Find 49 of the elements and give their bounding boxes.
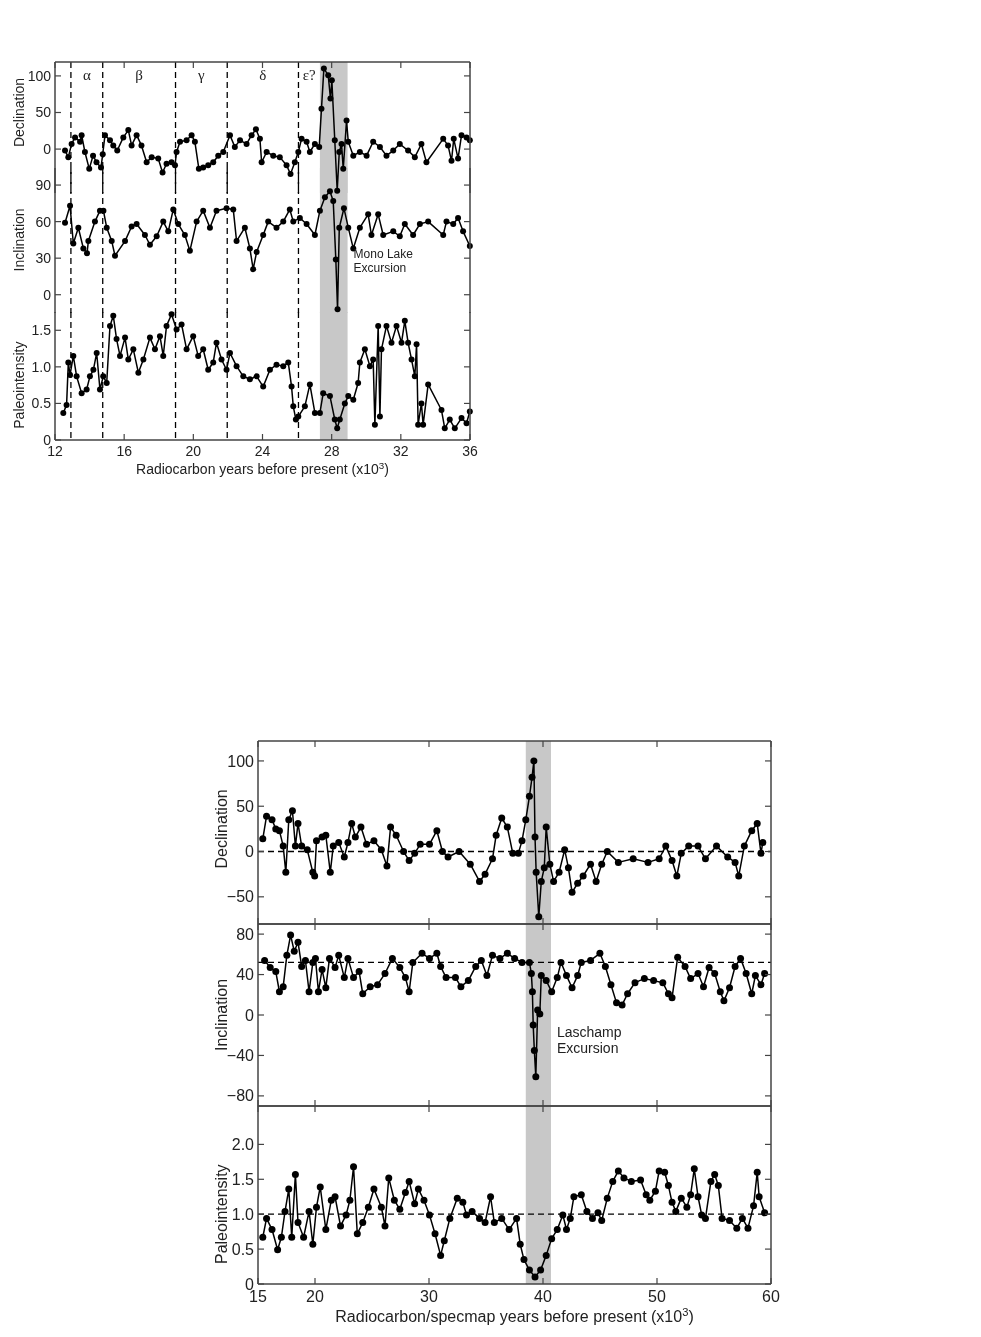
annotation: Laschamp Excursion xyxy=(556,1023,622,1056)
x-tick-label: 20 xyxy=(185,443,202,459)
y-tick-label: 1.0 xyxy=(31,358,52,375)
y-tick-label: 60 xyxy=(35,213,52,230)
x-axis-title: Radiocarbon/specmap years before present (x10$^{3}$) xyxy=(335,1306,694,1326)
x-tick-label: 20 xyxy=(306,1288,324,1305)
y-tick-label: 30 xyxy=(35,250,52,267)
y-axis-title: Declination xyxy=(213,789,231,869)
y-tick-label: 0 xyxy=(43,286,52,303)
y-tick-label: −80 xyxy=(226,1087,255,1105)
x-tick-label: 24 xyxy=(254,443,271,459)
y-tick-label: 50 xyxy=(236,797,255,815)
y-tick-label: 100 xyxy=(27,67,52,84)
y-tick-label: 2.0 xyxy=(231,1135,255,1153)
annotation: δ xyxy=(259,67,267,83)
y-tick-label: 90 xyxy=(35,176,52,193)
y-tick-label: 0.5 xyxy=(31,395,52,412)
y-tick-label: 80 xyxy=(236,925,255,943)
y-axis-title: Inclination xyxy=(10,208,27,272)
y-axis-title: Declination xyxy=(10,77,27,148)
annotation: α xyxy=(82,67,91,83)
annotation: β xyxy=(135,67,143,83)
x-tick-label: 36 xyxy=(462,443,478,459)
annotation: Mono Lake Excursion xyxy=(353,246,414,275)
x-tick-label: 32 xyxy=(393,443,409,459)
x-tick-label: 40 xyxy=(534,1288,552,1305)
y-tick-label: 0.5 xyxy=(231,1240,255,1258)
y-tick-label: 0 xyxy=(245,1006,255,1024)
annotation: ε? xyxy=(302,67,316,83)
y-tick-label: 1.0 xyxy=(231,1205,255,1223)
x-tick-label: 28 xyxy=(323,443,340,459)
y-tick-label: 50 xyxy=(35,104,52,121)
y-tick-label: 0 xyxy=(43,431,52,448)
annotation: γ xyxy=(197,67,206,83)
y-tick-label: 0 xyxy=(245,843,255,861)
x-tick-label: 30 xyxy=(420,1288,438,1305)
x-tick-label: 50 xyxy=(648,1288,666,1305)
y-tick-label: 40 xyxy=(236,966,255,984)
x-axis-title: Radiocarbon years before present (x10$^{3}$) xyxy=(136,459,389,477)
x-tick-label: 16 xyxy=(116,443,133,459)
y-tick-label: 100 xyxy=(227,752,255,770)
y-tick-label: −50 xyxy=(226,888,255,906)
y-axis-title: Paleointensity xyxy=(213,1164,231,1265)
x-tick-label: 60 xyxy=(762,1288,780,1305)
y-tick-label: 1.5 xyxy=(231,1170,255,1188)
y-tick-label: 0 xyxy=(43,140,52,157)
x-tick-label: 15 xyxy=(249,1288,267,1305)
y-tick-label: 1.5 xyxy=(31,322,52,339)
y-axis-title: Paleointensity xyxy=(10,341,27,429)
